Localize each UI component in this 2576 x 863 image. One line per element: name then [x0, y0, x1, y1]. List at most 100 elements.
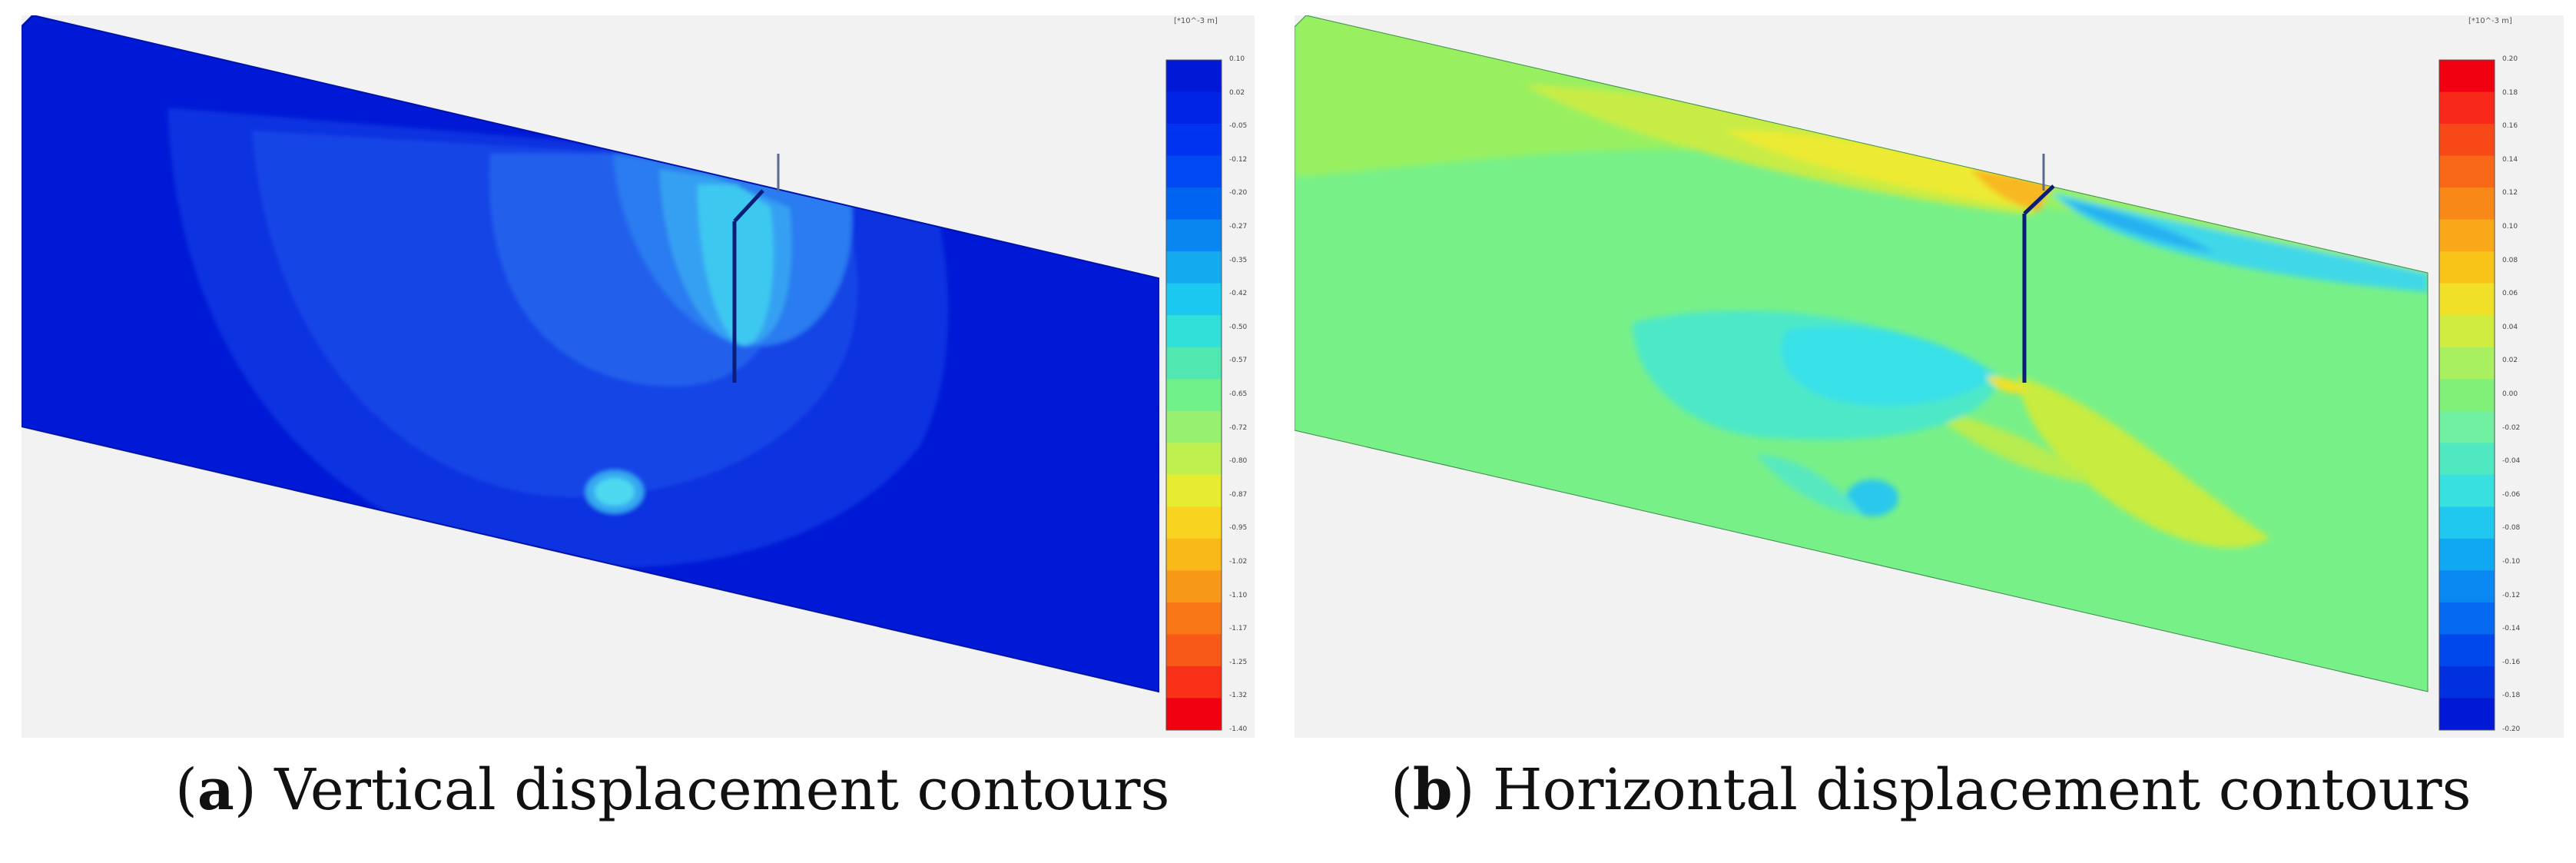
scale-tick-label: -0.20 — [1229, 189, 1248, 197]
scale-swatch — [2439, 219, 2495, 252]
scale-swatch — [2439, 283, 2495, 316]
scale-swatch — [1166, 666, 1222, 699]
scale-swatch — [2439, 538, 2495, 571]
scale-swatch — [2439, 315, 2495, 348]
scale-tick-label: -0.18 — [2502, 692, 2521, 700]
scale-swatch — [2439, 188, 2495, 221]
scale-tick-label: -0.04 — [2502, 457, 2521, 466]
caption-letter-b: b — [1412, 757, 1453, 823]
scale-tick-label: 0.12 — [2502, 189, 2518, 197]
scale-tick-label: 0.00 — [2502, 390, 2518, 398]
scale-tick-label: 0.16 — [2502, 122, 2518, 131]
scale-tick-label: -0.42 — [1229, 290, 1248, 298]
scale-swatch — [2439, 474, 2495, 507]
scale-tick-label: -0.35 — [1229, 256, 1248, 264]
scale-tick-label: -1.40 — [1229, 725, 1248, 733]
scale-tick-label: 0.02 — [2502, 357, 2518, 365]
scale-tick-label: -1.17 — [1229, 625, 1248, 633]
horizontal-scale-unit-label: [*10^-3 m] — [2468, 17, 2512, 25]
scale-tick-label: 0.06 — [2502, 290, 2518, 298]
scale-swatch — [2439, 602, 2495, 635]
scale-tick-label: -0.72 — [1229, 423, 1248, 432]
scale-tick-label: -0.14 — [2502, 625, 2521, 633]
scale-tick-label: -1.25 — [1229, 658, 1248, 666]
scale-swatch — [1166, 506, 1222, 539]
scale-swatch — [1166, 538, 1222, 571]
caption-horizontal: (b) Horizontal displacement contours — [1391, 757, 2472, 823]
scale-swatch — [1166, 155, 1222, 188]
scale-swatch — [1166, 219, 1222, 252]
scale-swatch — [1166, 634, 1222, 667]
scale-tick-label: 0.02 — [1229, 88, 1245, 97]
scale-tick-label: 0.04 — [2502, 323, 2518, 331]
scale-swatch — [1166, 188, 1222, 221]
scale-tick-label: -0.10 — [2502, 558, 2521, 566]
scale-tick-label: -0.06 — [2502, 490, 2521, 499]
scale-swatch — [1166, 474, 1222, 507]
scale-swatch — [1166, 283, 1222, 316]
scale-tick-label: -0.16 — [2502, 658, 2521, 666]
horizontal-displacement-model — [1295, 15, 2495, 731]
scale-swatch — [2439, 443, 2495, 476]
scale-tick-label: -0.02 — [2502, 423, 2521, 432]
scale-swatch — [1166, 347, 1222, 380]
horizontal-contour-field — [1295, 15, 2428, 692]
scale-swatch — [2439, 60, 2495, 93]
scale-tick-label: -1.02 — [1229, 558, 1248, 566]
scale-swatch — [2439, 379, 2495, 412]
scale-swatch — [1166, 410, 1222, 443]
scale-swatch — [1166, 315, 1222, 348]
scale-swatch — [2439, 506, 2495, 539]
scale-tick-label: -0.57 — [1229, 357, 1248, 365]
excavation-support-wall — [2022, 154, 2055, 383]
scale-tick-label: -0.12 — [2502, 591, 2521, 599]
scale-swatch — [1166, 91, 1222, 124]
scale-swatch — [1166, 570, 1222, 603]
vertical-displacement-panel: [*10^-3 m] 0.10 0.02 -0.05 -0.12 -0.20 -0.27 -… — [22, 15, 1255, 738]
scale-swatch — [1166, 602, 1222, 635]
scale-swatch — [2439, 91, 2495, 124]
scale-tick-label: -0.50 — [1229, 323, 1248, 331]
vertical-contour-field — [22, 15, 1159, 692]
scale-tick-label: -0.08 — [2502, 524, 2521, 533]
caption-vertical: (a) Vertical displacement contours — [175, 757, 1170, 823]
excavation-support-wall — [732, 154, 780, 383]
scale-swatch — [2439, 251, 2495, 284]
scale-swatch — [1166, 443, 1222, 476]
scale-swatch — [2439, 410, 2495, 443]
vertical-scale-unit-label: [*10^-3 m] — [1174, 17, 1218, 25]
scale-swatch — [1166, 124, 1222, 157]
scale-tick-label: 0.10 — [1229, 55, 1245, 63]
scale-tick-label: 0.18 — [2502, 88, 2518, 97]
scale-tick-label: 0.10 — [2502, 223, 2518, 231]
caption-text-a: Vertical displacement contours — [274, 757, 1170, 823]
scale-swatch — [2439, 698, 2495, 731]
vertical-displacement-color-scale — [1165, 59, 1222, 731]
scale-swatch — [1166, 251, 1222, 284]
scale-swatch — [2439, 155, 2495, 188]
scale-tick-label: -0.80 — [1229, 457, 1248, 466]
scale-swatch — [2439, 634, 2495, 667]
scale-tick-label: -0.12 — [1229, 155, 1248, 164]
scale-tick-label: 0.20 — [2502, 55, 2518, 63]
scale-swatch — [1166, 60, 1222, 93]
scale-swatch — [2439, 570, 2495, 603]
scale-tick-label: -0.27 — [1229, 223, 1248, 231]
scale-tick-label: -1.10 — [1229, 591, 1248, 599]
scale-swatch — [2439, 347, 2495, 380]
scale-tick-label: 0.14 — [2502, 155, 2518, 164]
vertical-displacement-model — [22, 15, 1222, 731]
scale-tick-label: -0.20 — [2502, 725, 2521, 733]
horizontal-displacement-color-scale — [2438, 59, 2495, 731]
caption-letter-a: a — [197, 757, 234, 823]
scale-tick-label: 0.08 — [2502, 256, 2518, 264]
scale-tick-label: -0.65 — [1229, 390, 1248, 398]
horizontal-displacement-panel: [*10^-3 m] 0.20 0.18 0.16 0.14 0.12 0.10 0.08 0… — [1295, 15, 2564, 738]
scale-tick-label: -0.87 — [1229, 490, 1248, 499]
scale-tick-label: -0.95 — [1229, 524, 1248, 533]
scale-swatch — [1166, 379, 1222, 412]
scale-swatch — [2439, 124, 2495, 157]
scale-swatch — [2439, 666, 2495, 699]
scale-tick-label: -1.32 — [1229, 692, 1248, 700]
scale-tick-label: -0.05 — [1229, 122, 1248, 131]
